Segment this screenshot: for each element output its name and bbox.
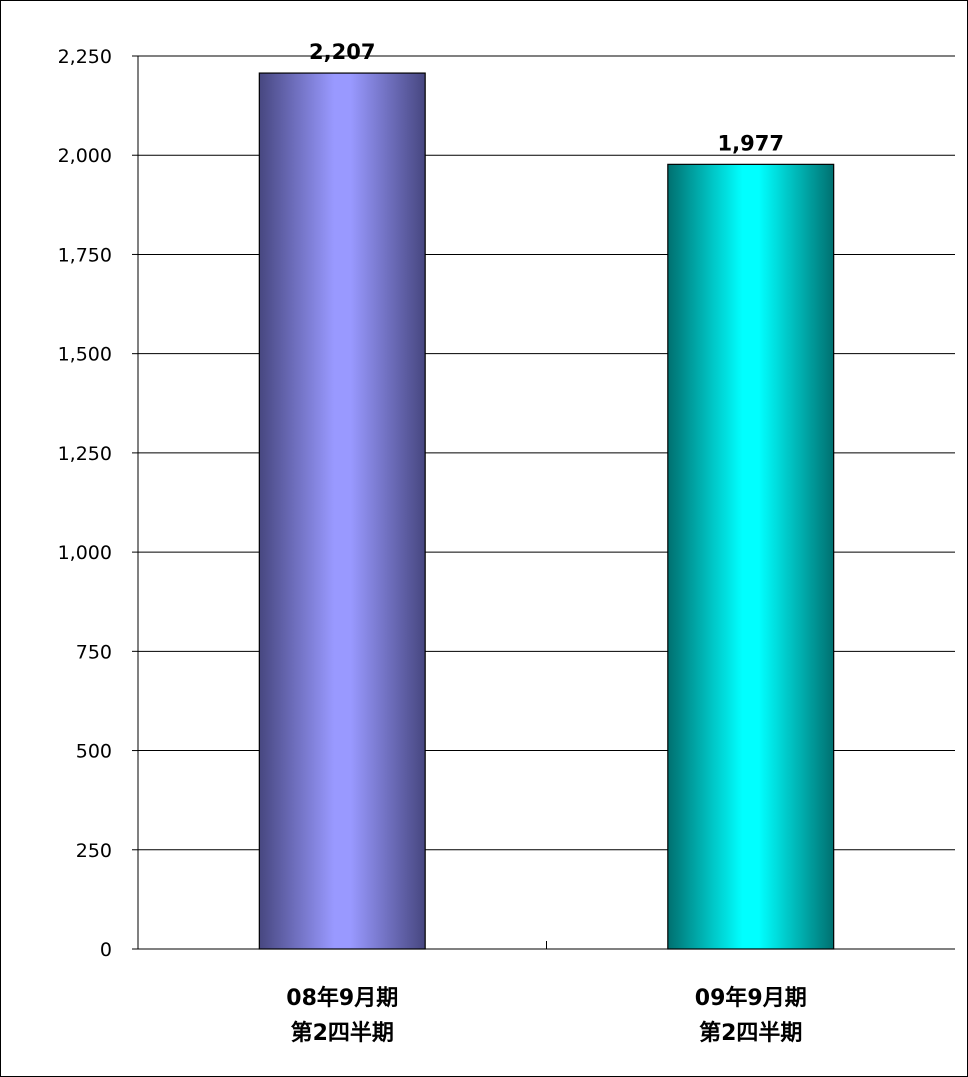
data-label: 2,207 [309, 40, 375, 64]
y-tick-label: 1,250 [58, 443, 112, 465]
x-category-label: 09年9月期 [695, 985, 807, 1011]
bars [258, 72, 835, 950]
y-tick-label: 2,000 [58, 145, 112, 167]
y-tick-label: 2,250 [58, 46, 112, 68]
x-category-label: 08年9月期 [286, 985, 398, 1011]
x-category-label: 第2四半期 [291, 1020, 394, 1046]
y-tick-label: 1,750 [58, 244, 112, 266]
bar [667, 163, 835, 950]
y-tick-label: 1,500 [58, 344, 112, 366]
y-tick-label: 1,000 [58, 542, 112, 564]
y-tick-label: 750 [76, 641, 112, 663]
y-tick-label: 250 [76, 840, 112, 862]
bar [258, 72, 426, 950]
x-category-label: 第2四半期 [699, 1020, 802, 1046]
y-tick-label: 0 [100, 939, 112, 961]
y-tick-label: 500 [76, 741, 112, 763]
labels: 0 250 500 750 1,000 1,250 1,500 1,750 2,000 2,250… [58, 40, 807, 1046]
data-label: 1,977 [718, 131, 784, 155]
